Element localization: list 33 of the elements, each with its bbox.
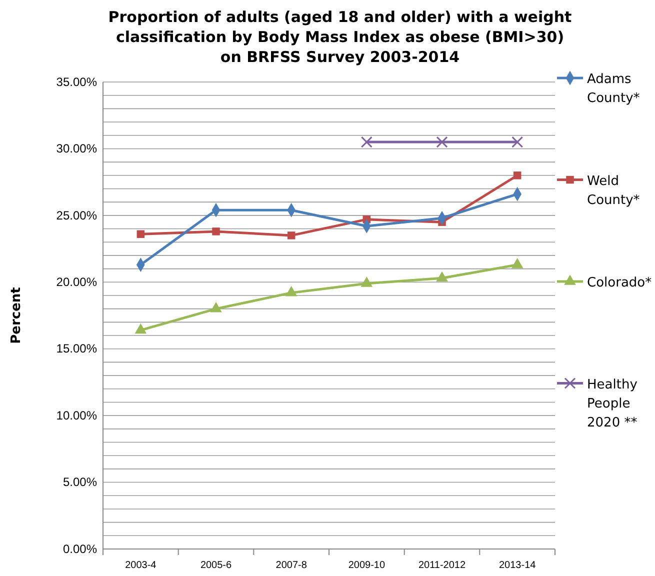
point	[436, 271, 448, 282]
point	[360, 276, 373, 287]
x-tick-label: 2003-4	[125, 560, 157, 572]
legend-label: Healthy People 2020 **	[587, 377, 638, 430]
y-tick-label: 0.00%	[62, 542, 98, 556]
y-tick-label: 15.00%	[56, 342, 98, 356]
point	[436, 136, 448, 148]
x-tick-label: 2005-6	[200, 560, 232, 572]
legend-label: Colorado*	[587, 276, 652, 290]
point	[512, 136, 524, 148]
point	[360, 136, 372, 148]
legend-label: Adams County*	[587, 72, 640, 106]
point	[285, 286, 298, 296]
point	[212, 228, 220, 236]
point	[210, 302, 222, 312]
y-tick-label: 5.00%	[62, 475, 98, 490]
point	[287, 232, 296, 240]
point	[511, 258, 524, 268]
y-tick-label: 20.00%	[56, 274, 98, 289]
x-tick-label: 2007-8	[276, 560, 308, 572]
x-tick-label: 2011-2012	[418, 560, 466, 572]
chart-title: Proportion of adults (aged 18 and older) with a weight classification by Body Mass Index as obese (BMI>30) on BRFSS Survey 2003-2014	[108, 8, 572, 66]
legend-label: Weld County*	[587, 174, 640, 208]
point	[134, 323, 147, 334]
point	[136, 230, 145, 238]
x-tick-label: 2009-10	[348, 560, 386, 572]
y-tick-label: 25.00%	[56, 208, 98, 222]
y-axis-title: Percent	[9, 287, 24, 344]
y-tick-label: 35.00%	[56, 74, 98, 89]
y-tick-label: 10.00%	[56, 408, 98, 422]
point	[513, 172, 522, 180]
y-tick-label: 30.00%	[56, 142, 98, 156]
x-tick-label: 2013-14	[498, 560, 536, 572]
